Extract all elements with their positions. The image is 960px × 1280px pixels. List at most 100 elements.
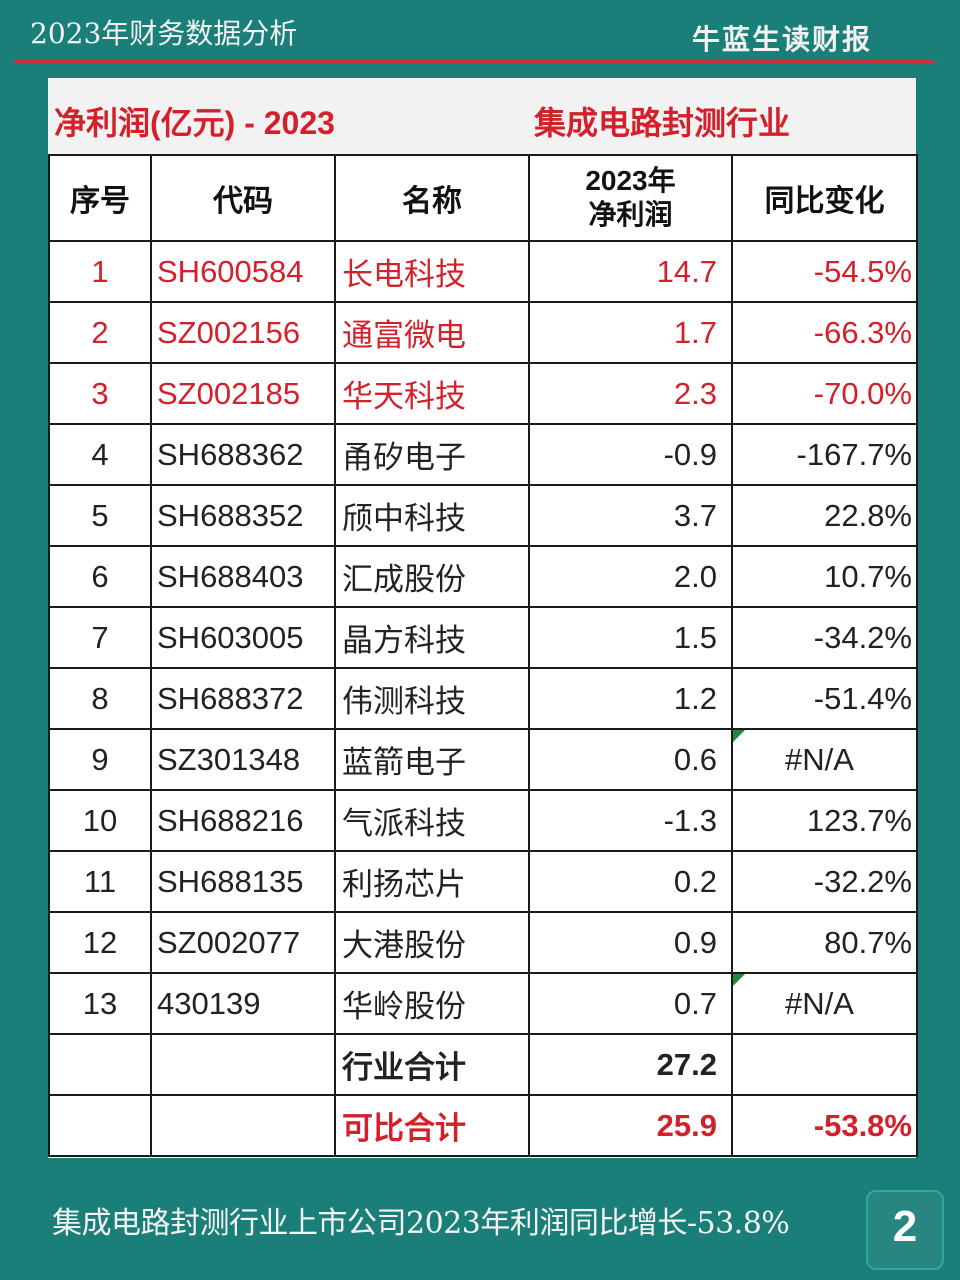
card-header: 净利润(亿元) - 2023 集成电路封测行业 (48, 78, 916, 154)
row-change: -51.4% (731, 667, 918, 730)
row-code: SH603005 (150, 606, 336, 669)
table-row: 1 SH600584 长电科技 14.7 -54.5% (48, 240, 918, 303)
header-name: 名称 (334, 154, 530, 242)
row-name: 大港股份 (334, 911, 530, 974)
row-change: 10.7% (731, 545, 918, 608)
row-code: 430139 (150, 972, 336, 1035)
row-code: SH688403 (150, 545, 336, 608)
row-change: -34.2% (731, 606, 918, 669)
header-change: 同比变化 (731, 154, 918, 242)
header-profit: 2023年 净利润 (528, 154, 733, 242)
row-index: 6 (48, 545, 152, 608)
header-divider (14, 60, 934, 63)
table-row: 10 SH688216 气派科技 -1.3 123.7% (48, 789, 918, 852)
row-code: SH600584 (150, 240, 336, 303)
row-code: SZ002185 (150, 362, 336, 425)
comparable-label: 可比合计 (334, 1094, 530, 1157)
row-index: 5 (48, 484, 152, 547)
row-index: 10 (48, 789, 152, 852)
empty-cell (48, 1094, 152, 1157)
total-profit: 27.2 (528, 1033, 733, 1096)
row-name: 晶方科技 (334, 606, 530, 669)
total-label: 行业合计 (334, 1033, 530, 1096)
row-name: 伟测科技 (334, 667, 530, 730)
summary-caption: 集成电路封测行业上市公司2023年利润同比增长-53.8% (52, 1206, 790, 1241)
table-row: 11 SH688135 利扬芯片 0.2 -32.2% (48, 850, 918, 913)
row-change-value: #N/A (785, 985, 854, 1021)
page-indicator: 2 (866, 1190, 944, 1270)
row-profit: 14.7 (528, 240, 733, 303)
row-code: SH688352 (150, 484, 336, 547)
table-row: 9 SZ301348 蓝箭电子 0.6 #N/A (48, 728, 918, 791)
row-change: -167.7% (731, 423, 918, 486)
header-index: 序号 (48, 154, 152, 242)
row-index: 4 (48, 423, 152, 486)
comparable-profit: 25.9 (528, 1094, 733, 1157)
row-name: 华岭股份 (334, 972, 530, 1035)
row-profit: 2.3 (528, 362, 733, 425)
profit-table: 序号 代码 名称 2023年 净利润 同比变化 1 SH600584 长电科技 … (48, 154, 918, 1157)
row-name: 利扬芯片 (334, 850, 530, 913)
row-code: SZ002077 (150, 911, 336, 974)
row-change: -70.0% (731, 362, 918, 425)
card-title: 净利润(亿元) - 2023 (54, 105, 335, 141)
table-row: 7 SH603005 晶方科技 1.5 -34.2% (48, 606, 918, 669)
row-index: 11 (48, 850, 152, 913)
row-index: 3 (48, 362, 152, 425)
row-name: 汇成股份 (334, 545, 530, 608)
table-row: 3 SZ002185 华天科技 2.3 -70.0% (48, 362, 918, 425)
data-card: 净利润(亿元) - 2023 集成电路封测行业 序号 代码 名称 2023年 净… (48, 78, 918, 1158)
row-profit: 1.5 (528, 606, 733, 669)
row-change-value: #N/A (785, 741, 854, 777)
row-code: SH688362 (150, 423, 336, 486)
row-code: SZ301348 (150, 728, 336, 791)
error-marker-icon (733, 730, 745, 742)
row-index: 7 (48, 606, 152, 669)
comparable-change: -53.8% (731, 1094, 918, 1157)
row-profit: -1.3 (528, 789, 733, 852)
table-row: 6 SH688403 汇成股份 2.0 10.7% (48, 545, 918, 608)
row-index: 1 (48, 240, 152, 303)
header-profit-year: 2023年 (585, 165, 676, 196)
row-name: 华天科技 (334, 362, 530, 425)
comparable-total-row: 可比合计 25.9 -53.8% (48, 1094, 918, 1157)
row-profit: 3.7 (528, 484, 733, 547)
row-change: 123.7% (731, 789, 918, 852)
row-index: 9 (48, 728, 152, 791)
industry-title: 集成电路封测行业 (534, 104, 791, 142)
empty-cell (48, 1033, 152, 1096)
row-name: 颀中科技 (334, 484, 530, 547)
report-series-title: 2023年财务数据分析 (30, 17, 298, 50)
top-bar: 2023年财务数据分析 牛蓝生读财报 (0, 0, 960, 58)
row-name: 蓝箭电子 (334, 728, 530, 791)
industry-total-row: 行业合计 27.2 (48, 1033, 918, 1096)
row-profit: 0.7 (528, 972, 733, 1035)
row-change: -32.2% (731, 850, 918, 913)
row-profit: 1.2 (528, 667, 733, 730)
row-name: 通富微电 (334, 301, 530, 364)
row-code: SZ002156 (150, 301, 336, 364)
row-index: 2 (48, 301, 152, 364)
row-index: 8 (48, 667, 152, 730)
row-change: #N/A (731, 972, 918, 1035)
table-row: 13 430139 华岭股份 0.7 #N/A (48, 972, 918, 1035)
error-marker-icon (733, 974, 745, 986)
row-change: #N/A (731, 728, 918, 791)
empty-cell (731, 1033, 918, 1096)
row-profit: 2.0 (528, 545, 733, 608)
table-row: 5 SH688352 颀中科技 3.7 22.8% (48, 484, 918, 547)
table-row: 8 SH688372 伟测科技 1.2 -51.4% (48, 667, 918, 730)
row-profit: 0.2 (528, 850, 733, 913)
author-name: 牛蓝生读财报 (691, 23, 872, 56)
row-change: -54.5% (731, 240, 918, 303)
table-row: 12 SZ002077 大港股份 0.9 80.7% (48, 911, 918, 974)
table-row: 4 SH688362 甬矽电子 -0.9 -167.7% (48, 423, 918, 486)
header-profit-label: 净利润 (588, 199, 673, 230)
row-profit: 0.6 (528, 728, 733, 791)
header-code: 代码 (150, 154, 336, 242)
row-name: 甬矽电子 (334, 423, 530, 486)
row-code: SH688135 (150, 850, 336, 913)
row-index: 12 (48, 911, 152, 974)
row-change: 80.7% (731, 911, 918, 974)
row-code: SH688216 (150, 789, 336, 852)
